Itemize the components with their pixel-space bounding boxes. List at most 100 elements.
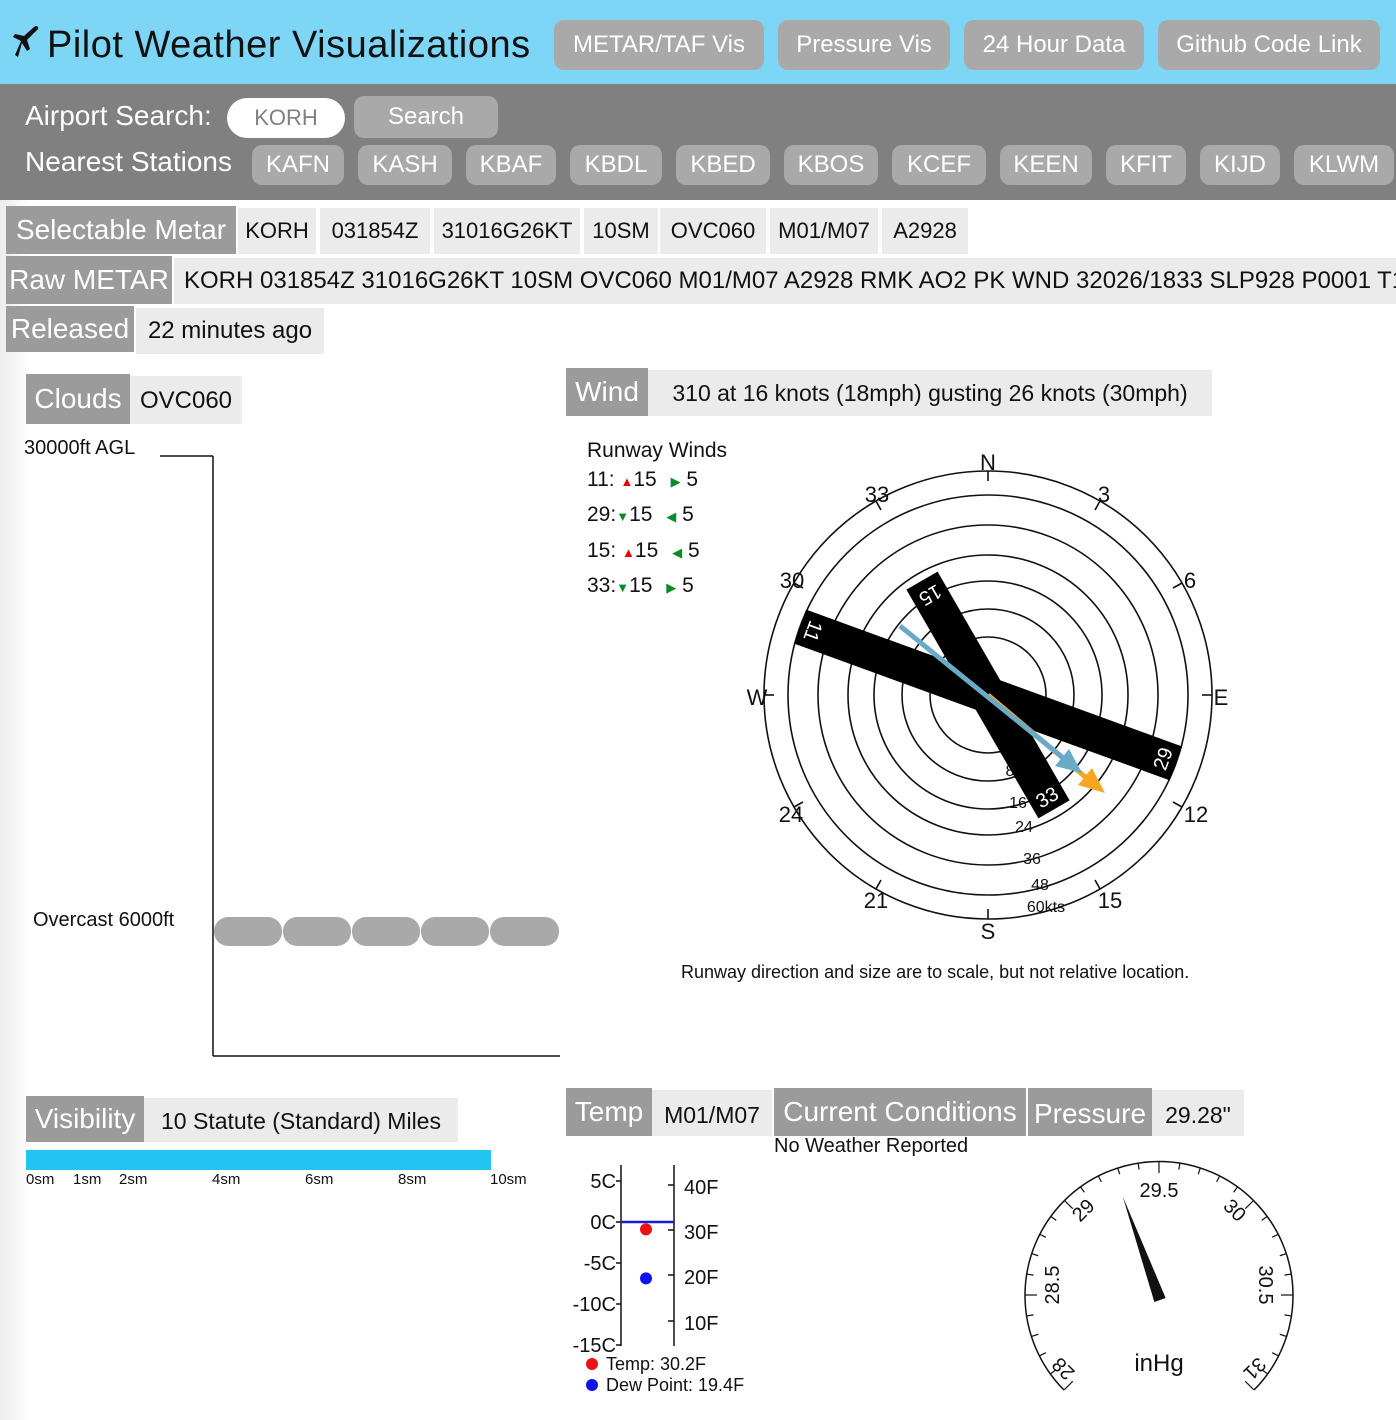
- runway-scale-note: Runway direction and size are to scale, …: [681, 962, 1190, 982]
- gauge-tick: [1097, 1175, 1102, 1183]
- clouds-label: Clouds: [26, 374, 130, 424]
- heading-label: 24: [779, 802, 803, 827]
- pressure-unit: inHg: [1134, 1350, 1183, 1377]
- visibility-value: 10 Statute (Standard) Miles: [144, 1098, 458, 1142]
- clouds-value: OVC060: [130, 376, 242, 424]
- station-button[interactable]: KBOS: [784, 145, 878, 185]
- pressure-label: Pressure: [1028, 1088, 1152, 1136]
- nearest-stations-label: Nearest Stations: [25, 146, 232, 177]
- selectable-metar-label: Selectable Metar: [6, 206, 236, 254]
- headwind-down-icon: ▼: [616, 509, 630, 524]
- raw-metar-text: KORH 031854Z 31016G26KT 10SM OVC060 M01/…: [174, 258, 1396, 304]
- overcast-cloud-layer: [214, 917, 559, 946]
- station-button[interactable]: KAFN: [252, 145, 344, 185]
- gauge-tick: [1271, 1233, 1279, 1238]
- gauge-tick: [1284, 1314, 1292, 1317]
- search-button[interactable]: Search: [354, 96, 498, 138]
- gauge-tick: [1031, 1253, 1039, 1257]
- headwind-down-icon: ▼: [616, 580, 630, 595]
- github-code-link-button[interactable]: Github Code Link: [1158, 20, 1380, 70]
- wind-value: 310 at 16 knots (18mph) gusting 26 knots…: [648, 370, 1212, 416]
- visibility-tick: 4sm: [212, 1171, 241, 1188]
- metar-token[interactable]: M01/M07: [770, 208, 878, 254]
- celsius-tick: 5C: [590, 1171, 616, 1193]
- airport-search-input[interactable]: KORH: [227, 98, 345, 138]
- headwind-up-icon: ▲: [620, 474, 634, 489]
- wind-label: Wind: [566, 368, 648, 416]
- station-button[interactable]: KIJD: [1200, 145, 1280, 185]
- gauge-tick: [1039, 1352, 1047, 1357]
- compass-w: W: [747, 685, 768, 710]
- fahrenheit-tick: 40F: [684, 1177, 718, 1199]
- metar-token[interactable]: 10SM: [584, 208, 658, 254]
- visibility-label: Visibility: [26, 1096, 144, 1142]
- gauge-label: 29: [1068, 1195, 1099, 1226]
- visibility-tick: 6sm: [305, 1171, 334, 1188]
- ring-label: 16: [1009, 795, 1027, 812]
- pressure-gauge: 28 28.5 29 29.5 30 30.5 31 inHg: [1024, 1160, 1294, 1391]
- metar-token[interactable]: A2928: [882, 208, 968, 254]
- ring-label: 48: [1031, 877, 1049, 894]
- cloud-layer-label: Overcast 6000ft: [33, 909, 175, 931]
- fahrenheit-tick: 30F: [684, 1222, 718, 1244]
- gauge-label: 29.5: [1140, 1180, 1179, 1202]
- crosswind-right-icon: ▶: [670, 474, 681, 489]
- compass-s: S: [981, 919, 996, 944]
- crosswind-left-icon: ◀: [666, 509, 677, 524]
- ring-label: 60kts: [1027, 899, 1065, 916]
- dew-legend: Dew Point: 19.4F: [586, 1375, 744, 1396]
- headwind-up-icon: ▲: [622, 545, 635, 560]
- station-button[interactable]: KLWM: [1294, 145, 1394, 185]
- gauge-label: 28: [1048, 1353, 1079, 1384]
- station-button[interactable]: KBAF: [466, 145, 556, 185]
- heading-label: 6: [1184, 568, 1196, 593]
- raw-metar-label: Raw METAR: [6, 256, 172, 304]
- station-button[interactable]: KBED: [676, 145, 770, 185]
- station-button[interactable]: KCEF: [892, 145, 986, 185]
- ring-label: 8: [1006, 763, 1015, 780]
- station-button[interactable]: KBDL: [570, 145, 662, 185]
- gauge-tick: [1216, 1175, 1221, 1183]
- gauge-tick: [1244, 1199, 1255, 1210]
- gauge-tick: [1261, 1215, 1268, 1221]
- visibility-tick: 1sm: [73, 1171, 102, 1188]
- pressure-needle: [1122, 1196, 1166, 1303]
- fahrenheit-tick: 20F: [684, 1267, 718, 1289]
- station-button[interactable]: KEEN: [1000, 145, 1092, 185]
- gauge-label: 31: [1239, 1353, 1270, 1384]
- temperature-point: [640, 1223, 652, 1236]
- airplane-icon: [13, 26, 39, 57]
- heading-label: 30: [780, 568, 804, 593]
- 24-hour-data-button[interactable]: 24 Hour Data: [964, 20, 1144, 70]
- gauge-tick: [1079, 1186, 1085, 1193]
- metar-taf-vis-button[interactable]: METAR/TAF Vis: [554, 20, 764, 70]
- gauge-tick: [1271, 1352, 1279, 1357]
- gauge-tick: [1244, 1380, 1255, 1391]
- current-conditions-label: Current Conditions: [774, 1088, 1026, 1136]
- gauge-tick: [1284, 1273, 1292, 1276]
- gauge-tick: [1279, 1333, 1287, 1337]
- metar-token[interactable]: 31016G26KT: [434, 208, 580, 254]
- runway-wind-row: 29:▼15 ◀ 5: [587, 503, 694, 526]
- gauge-tick: [1026, 1314, 1034, 1317]
- app-title: Pilot Weather Visualizations: [47, 24, 531, 66]
- gauge-tick: [1137, 1162, 1140, 1170]
- visibility-tick: 0sm: [26, 1171, 55, 1188]
- metar-token[interactable]: OVC060: [660, 208, 766, 254]
- station-button[interactable]: KFIT: [1106, 145, 1186, 185]
- current-conditions-value: No Weather Reported: [774, 1135, 969, 1157]
- fahrenheit-tick: 10F: [684, 1313, 718, 1335]
- visibility-bar: [26, 1150, 491, 1170]
- runway-wind-row: 15: ▲15 ◀ 5: [587, 539, 700, 562]
- temp-label: Temp: [566, 1088, 652, 1136]
- gauge-tick: [1026, 1273, 1034, 1276]
- ring-label: 36: [1023, 851, 1041, 868]
- heading-label: 15: [1098, 888, 1122, 913]
- runway-winds-title: Runway Winds: [587, 439, 728, 462]
- metar-token[interactable]: 031854Z: [320, 208, 430, 254]
- metar-token[interactable]: KORH: [238, 208, 316, 254]
- heading-label: 21: [864, 888, 888, 913]
- station-button[interactable]: KASH: [358, 145, 452, 185]
- pressure-vis-button[interactable]: Pressure Vis: [778, 20, 950, 70]
- celsius-tick: -5C: [584, 1253, 616, 1275]
